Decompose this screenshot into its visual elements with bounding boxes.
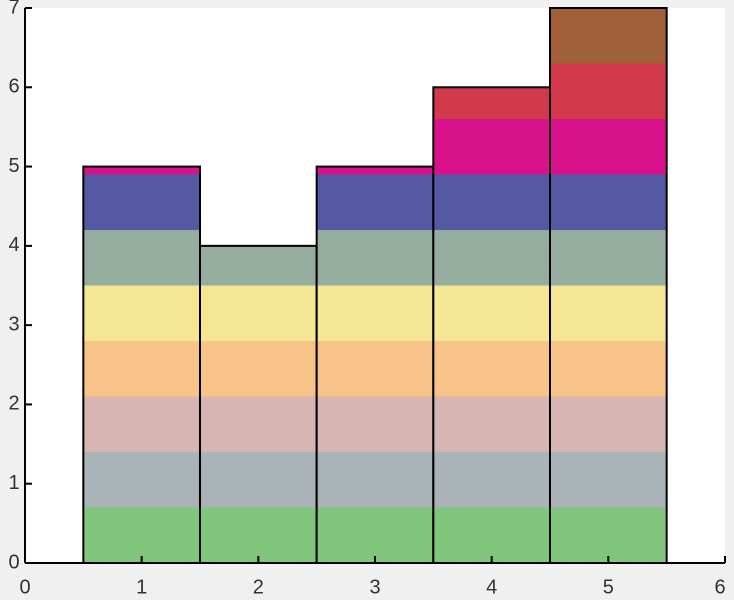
bar-segment [316,285,434,341]
y-tick-label: 0 [8,551,19,573]
y-tick-label: 4 [8,234,19,256]
y-tick-label: 3 [8,313,19,335]
bar-segment [316,396,434,452]
bar-segment [200,245,317,286]
bar-segment [316,341,434,397]
x-tick-label: 0 [19,576,30,598]
bar-segment [550,63,667,119]
bar-segment [316,166,434,175]
bar-segment [433,396,550,452]
bar-segment [433,119,550,175]
x-tick-label: 6 [714,576,725,598]
bar-segment [83,230,200,286]
bar-segment [83,166,200,175]
bar-segment [433,452,550,508]
bar-segment [83,452,200,508]
x-tick-label: 4 [486,576,497,598]
y-tick-label: 1 [8,472,19,494]
bar-segment [316,507,434,563]
y-tick-label: 7 [8,0,19,18]
bar-segment [550,341,667,397]
bar-segment [200,396,317,452]
bar-segment [200,341,317,397]
x-tick-label: 5 [603,576,614,598]
bar-segment [83,341,200,397]
bar-segment [433,507,550,563]
bar-segment [550,285,667,341]
bar-segment [316,230,434,286]
bar-segment [550,452,667,508]
y-tick-label: 2 [8,393,19,415]
bar-segment [550,119,667,175]
bar-segment [433,174,550,230]
bar-segment [83,174,200,230]
bar-segment [316,452,434,508]
x-tick-label: 2 [253,576,264,598]
x-tick-label: 1 [136,576,147,598]
y-tick-label: 5 [8,155,19,177]
bar-segment [316,174,434,230]
bar-segment [550,230,667,286]
bar-segment [200,507,317,563]
bar-segment [83,285,200,341]
bar-segment [433,230,550,286]
bar-segment [83,396,200,452]
bar-segment [200,452,317,508]
bar-segment [550,8,667,64]
bar-segment [550,174,667,230]
bar-segment [433,285,550,341]
bar-segment [433,341,550,397]
bar-segment [433,87,550,119]
x-tick-label: 3 [369,576,380,598]
bar-segment [550,396,667,452]
y-tick-label: 6 [8,76,19,98]
bar-segment [83,507,200,563]
bar-segment [200,285,317,341]
bar-segment [550,507,667,563]
